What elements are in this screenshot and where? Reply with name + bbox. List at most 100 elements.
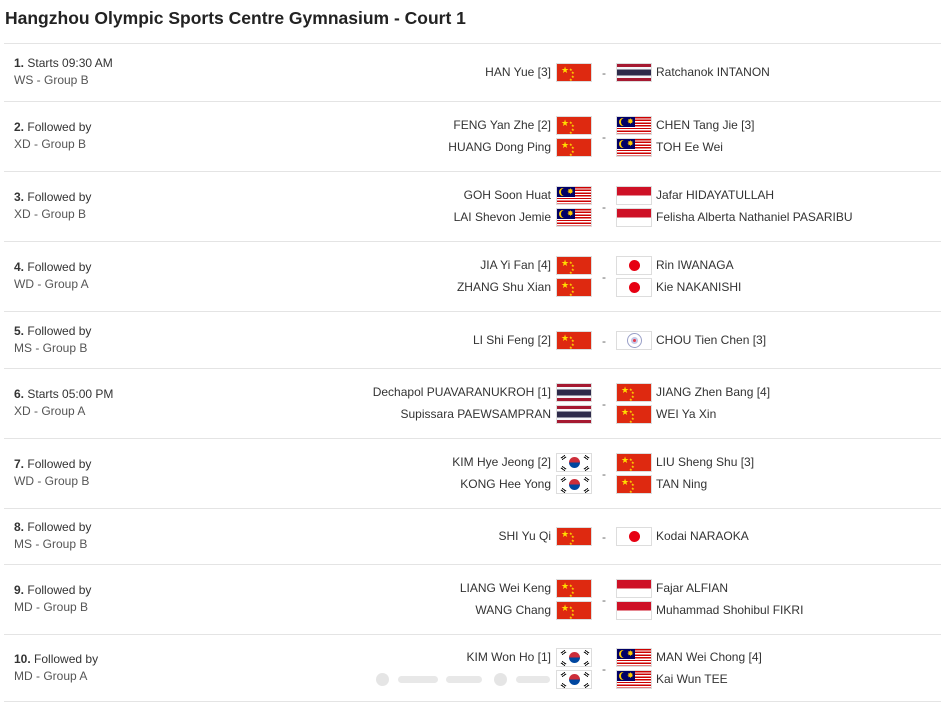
indicator-dot[interactable] xyxy=(376,673,389,686)
player-name-left[interactable]: FENG Yan Zhe [2] xyxy=(453,118,551,132)
china-flag-icon: ★ ★ ★ ★ ★ xyxy=(556,527,592,546)
match-event: WD - Group A xyxy=(14,277,89,291)
match-row[interactable]: 3. Followed by XD - Group B ✸ GOH Soon Huat… xyxy=(4,172,941,242)
match-event: WD - Group B xyxy=(14,474,90,488)
japan-flag-icon xyxy=(616,256,652,275)
player-name-right[interactable]: Kodai NARAOKA xyxy=(656,529,749,543)
versus-dash: - xyxy=(602,467,606,481)
match-row[interactable]: 5. Followed by MS - Group B ★ ★ ★ ★ ★ LI Shi Fe… xyxy=(4,312,941,369)
japan-flag-icon xyxy=(616,278,652,297)
match-number: 8. xyxy=(14,520,25,534)
match-event: XD - Group B xyxy=(14,137,87,151)
china-flag-icon: ★ ★ ★ ★ ★ xyxy=(556,601,592,620)
match-event: MD - Group B xyxy=(14,600,89,614)
malaysia-flag-icon: ✸ xyxy=(616,647,652,667)
player-name-right[interactable]: Muhammad Shohibul FIKRI xyxy=(656,603,804,617)
thailand-flag-icon xyxy=(556,383,592,402)
indicator-dot[interactable] xyxy=(494,673,507,686)
player-name-right[interactable]: WEI Ya Xin xyxy=(656,407,717,421)
player-name-left[interactable]: HUANG Dong Ping xyxy=(448,140,551,154)
match-number: 1. xyxy=(14,56,25,70)
thailand-flag-icon xyxy=(556,405,592,424)
player-name-right[interactable]: Fajar ALFIAN xyxy=(656,581,729,595)
match-row[interactable]: 2. Followed by XD - Group B ★ ★ ★ ★ ★ FENG Yan … xyxy=(4,102,941,172)
indonesia-flag-icon xyxy=(616,186,652,205)
player-name-right[interactable]: Kie NAKANISHI xyxy=(656,280,742,294)
versus-dash: - xyxy=(602,530,606,544)
china-flag-icon: ★ ★ ★ ★ ★ xyxy=(556,63,592,82)
versus-dash: - xyxy=(602,397,606,411)
match-number: 9. xyxy=(14,583,25,597)
match-time: Followed by xyxy=(27,323,92,338)
match-row[interactable]: 7. Followed by WD - Group B KIM Hye Jeong … xyxy=(4,439,941,509)
player-name-left[interactable]: JIA Yi Fan [4] xyxy=(480,258,551,272)
player-name-left[interactable]: WANG Chang xyxy=(475,603,551,617)
korea-flag-icon xyxy=(556,453,592,472)
match-event: MS - Group B xyxy=(14,537,88,551)
match-number: 6. xyxy=(14,387,25,401)
versus-dash: - xyxy=(602,200,606,214)
match-number: 10. xyxy=(14,651,31,666)
match-info: 10. Followed by MD - Group A xyxy=(14,651,98,685)
versus-dash: - xyxy=(602,593,606,607)
indonesia-flag-icon xyxy=(616,601,652,620)
versus-dash: - xyxy=(602,333,606,348)
chinese-taipei-flag-icon xyxy=(616,330,652,350)
match-event: MS - Group B xyxy=(14,340,88,355)
match-info: 9. Followed by MD - Group B xyxy=(14,582,91,616)
match-event: MD - Group A xyxy=(14,668,88,683)
match-row[interactable]: 4. Followed by WD - Group A ★ ★ ★ ★ ★ JIA Yi Fa… xyxy=(4,242,941,312)
malaysia-flag-icon: ✸ xyxy=(616,138,652,157)
player-name-left[interactable]: GOH Soon Huat xyxy=(463,188,551,202)
player-name-left[interactable]: Supissara PAEWSAMPRAN xyxy=(400,407,552,421)
player-name-left[interactable]: SHI Yu Qi xyxy=(498,529,551,543)
player-name-right[interactable]: TOH Ee Wei xyxy=(656,140,723,154)
player-name-left[interactable]: LIANG Wei Keng xyxy=(459,581,551,595)
versus-dash: - xyxy=(602,270,606,284)
match-time: Followed by xyxy=(27,190,92,204)
indicator-bar[interactable] xyxy=(398,676,438,683)
match-row[interactable]: 9. Followed by MD - Group B ★ ★ ★ ★ ★ LIANG Wei… xyxy=(4,565,941,635)
player-name-left[interactable]: KIM Won Ho [1] xyxy=(466,649,551,664)
player-name-left[interactable]: KONG Hee Yong xyxy=(460,477,551,491)
player-name-left[interactable]: KIM Hye Jeong [2] xyxy=(452,455,551,469)
match-row[interactable]: 6. Starts 05:00 PM XD - Group A Dechapol P… xyxy=(4,369,941,439)
carousel-indicator xyxy=(376,671,556,691)
indonesia-flag-icon xyxy=(616,579,652,598)
player-name-right[interactable]: LIU Sheng Shu [3] xyxy=(656,455,755,469)
player-name-left[interactable]: LI Shi Feng [2] xyxy=(472,332,551,347)
player-name-right[interactable]: CHEN Tang Jie [3] xyxy=(656,118,755,132)
match-row[interactable]: 8. Followed by MS - Group B ★ ★ ★ ★ ★ SHI Yu Qi… xyxy=(4,509,941,565)
match-time: Followed by xyxy=(27,120,92,134)
page-title: Hangzhou Olympic Sports Centre Gymnasium… xyxy=(5,8,466,28)
player-name-right[interactable]: Jafar HIDAYATULLAH xyxy=(656,188,775,202)
indicator-bar[interactable] xyxy=(516,676,550,683)
match-number: 2. xyxy=(14,120,25,134)
match-time: Followed by xyxy=(27,583,92,597)
player-name-left[interactable]: LAI Shevon Jemie xyxy=(453,210,551,224)
match-time: Followed by xyxy=(34,651,99,666)
indicator-bar[interactable] xyxy=(446,676,482,683)
match-info: 3. Followed by XD - Group B xyxy=(14,189,91,223)
player-name-right[interactable]: Ratchanok INTANON xyxy=(656,65,770,79)
player-name-right[interactable]: MAN Wei Chong [4] xyxy=(656,649,762,664)
player-name-right[interactable]: Kai Wun TEE xyxy=(656,671,728,686)
player-name-right[interactable]: CHOU Tien Chen [3] xyxy=(656,332,767,347)
china-flag-icon: ★ ★ ★ ★ ★ xyxy=(616,383,652,402)
match-row[interactable]: 1. Starts 09:30 AM WS - Group B ★ ★ ★ ★ ★ HAN Y… xyxy=(4,44,941,102)
player-name-left[interactable]: ZHANG Shu Xian xyxy=(456,280,551,294)
divider xyxy=(4,43,941,44)
thailand-flag-icon xyxy=(616,63,652,82)
match-event: XD - Group A xyxy=(14,404,86,418)
match-row[interactable]: 10. Followed by MD - Group A KIM Won Ho [1… xyxy=(4,635,941,702)
match-info: 6. Starts 05:00 PM XD - Group A xyxy=(14,386,113,420)
player-name-right[interactable]: TAN Ning xyxy=(656,477,708,491)
player-name-right[interactable]: Rin IWANAGA xyxy=(656,258,734,272)
player-name-right[interactable]: JIANG Zhen Bang [4] xyxy=(656,385,771,399)
match-event: XD - Group B xyxy=(14,207,87,221)
player-name-left[interactable]: Dechapol PUAVARANUKROH [1] xyxy=(372,385,551,399)
player-name-right[interactable]: Felisha Alberta Nathaniel PASARIBU xyxy=(656,210,853,224)
player-name-left[interactable]: HAN Yue [3] xyxy=(485,65,551,79)
match-number: 4. xyxy=(14,260,25,274)
china-flag-icon: ★ ★ ★ ★ ★ xyxy=(556,138,592,157)
